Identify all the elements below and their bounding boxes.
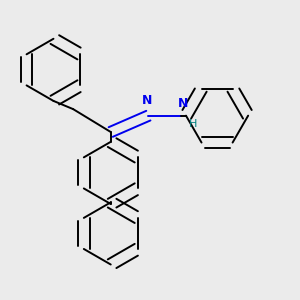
Text: N: N — [178, 97, 188, 110]
Text: H: H — [189, 119, 198, 129]
Text: N: N — [142, 94, 152, 107]
